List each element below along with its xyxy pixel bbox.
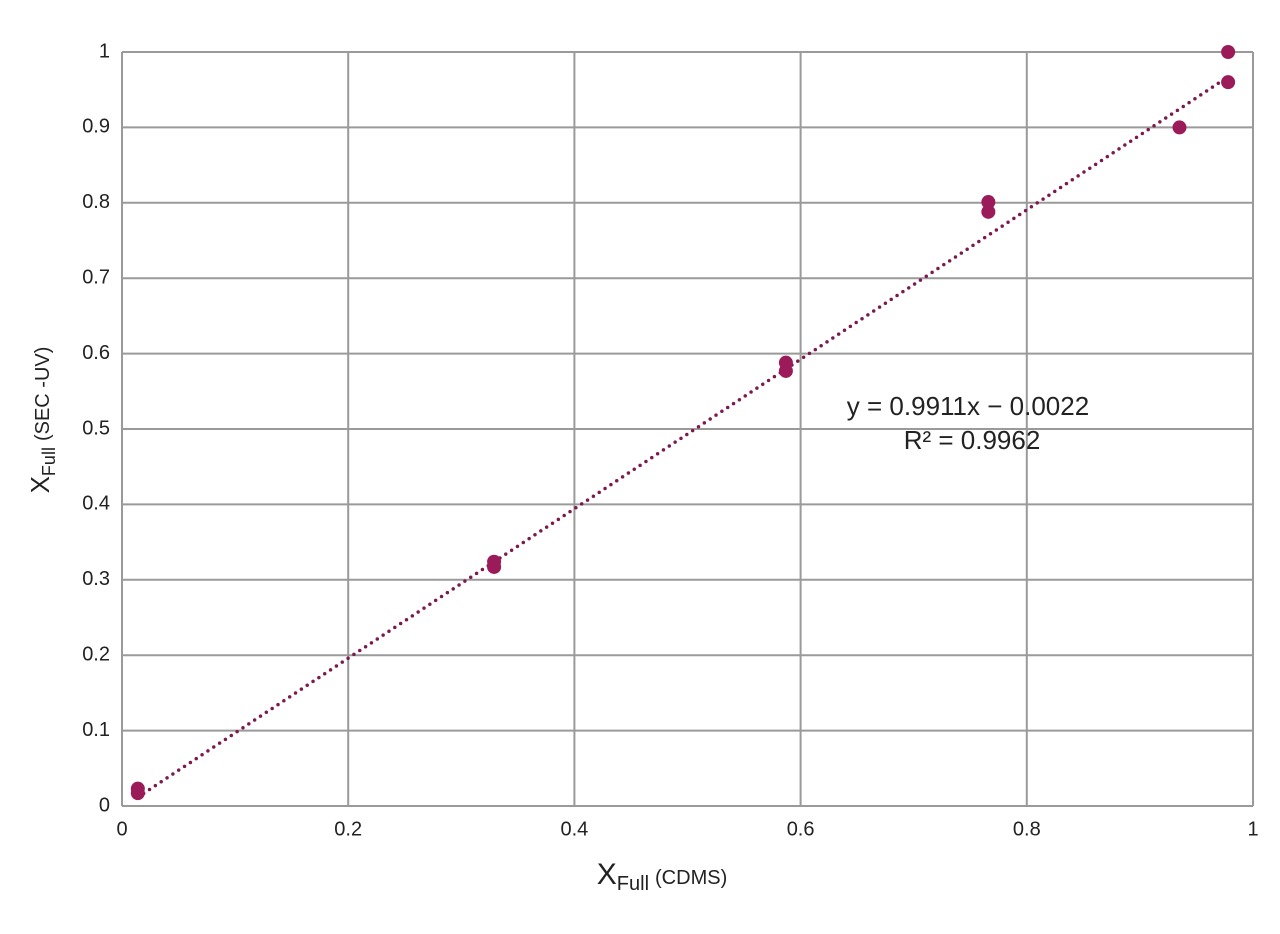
x-tick-label: 0.4 bbox=[560, 818, 588, 840]
point bbox=[778, 363, 793, 378]
trend-r2: R² = 0.9962 bbox=[904, 425, 1041, 455]
y-tick-label: 1 bbox=[99, 40, 110, 62]
y-axis-label: XFull (SEC -UV) bbox=[25, 347, 59, 494]
y-tick-label: 0.5 bbox=[82, 417, 110, 439]
point bbox=[1221, 45, 1236, 59]
trend-equation: y = 0.9911x − 0.0022 bbox=[847, 391, 1089, 421]
x-tick-label: 0.8 bbox=[1013, 818, 1041, 840]
y-tick-label: 0.7 bbox=[82, 266, 110, 288]
point bbox=[981, 195, 996, 210]
x-axis-label: XFull (CDMS) bbox=[597, 858, 727, 895]
y-tick-label: 0.1 bbox=[82, 719, 110, 741]
y-tick-label: 0 bbox=[99, 794, 110, 816]
y-tick-label: 0.4 bbox=[82, 493, 110, 515]
y-tick-label: 0.3 bbox=[82, 568, 110, 590]
x-tick-label: 1 bbox=[1247, 818, 1258, 840]
x-label-main: X bbox=[597, 858, 617, 891]
point bbox=[487, 559, 502, 574]
x-label-suffix: (CDMS) bbox=[655, 867, 727, 889]
y-tick-label: 0.6 bbox=[82, 342, 110, 364]
y-label-main: X bbox=[25, 476, 55, 493]
y-tick-label: 0.9 bbox=[82, 116, 110, 138]
point bbox=[1172, 120, 1187, 135]
point bbox=[981, 204, 996, 219]
trendline bbox=[136, 75, 1230, 799]
x-tick-label: 0 bbox=[116, 818, 127, 840]
y-label-sub: Full bbox=[39, 447, 59, 476]
point bbox=[130, 786, 145, 801]
y-label-suffix: (SEC -UV) bbox=[32, 347, 54, 441]
y-tick-label: 0.8 bbox=[82, 191, 110, 213]
y-tick-label: 0.2 bbox=[82, 643, 110, 665]
x-label-sub: Full bbox=[617, 873, 649, 895]
x-tick-label: 0.2 bbox=[334, 818, 362, 840]
x-tick-label: 0.6 bbox=[787, 818, 815, 840]
point bbox=[1221, 75, 1236, 90]
